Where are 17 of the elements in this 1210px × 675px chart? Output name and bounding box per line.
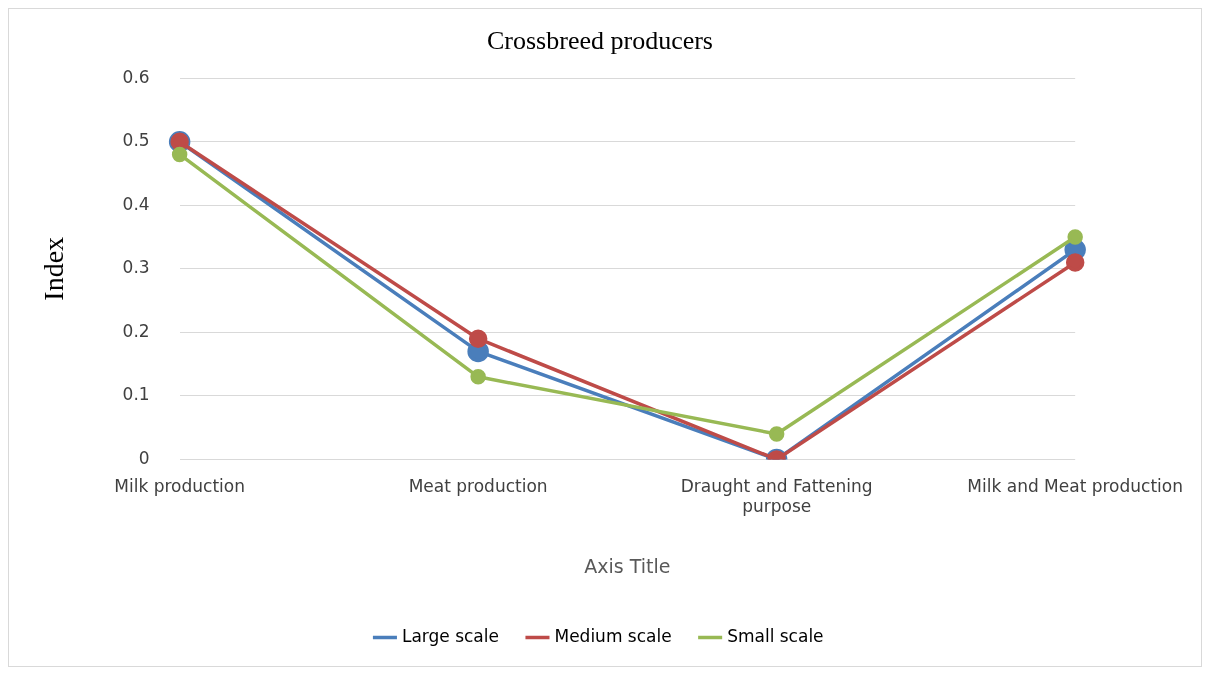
- y-tick-label: 0.4: [122, 193, 150, 214]
- x-tick-label: Milk production: [114, 476, 245, 497]
- y-tick-label: 0.6: [122, 66, 150, 87]
- x-tick-label: Draught and Fattening purpose: [680, 476, 873, 517]
- y-tick-label: 0.5: [122, 130, 150, 151]
- y-axis-title: Index: [38, 236, 70, 301]
- chart-title: Crossbreed producers: [487, 26, 713, 56]
- x-tick-label: Milk and Meat production: [967, 476, 1184, 497]
- x-axis-title: Axis Title: [584, 554, 671, 577]
- x-tick-label: Meat production: [408, 476, 548, 497]
- legend-label: Small scale: [727, 625, 824, 646]
- y-tick-label: 0.3: [122, 257, 150, 278]
- y-tick-label: 0.2: [122, 320, 150, 341]
- legend-label: Large scale: [401, 625, 499, 646]
- y-tick-label: 0.1: [122, 384, 150, 405]
- legend-label: Medium scale: [554, 625, 672, 646]
- y-tick-label: 0: [138, 447, 150, 468]
